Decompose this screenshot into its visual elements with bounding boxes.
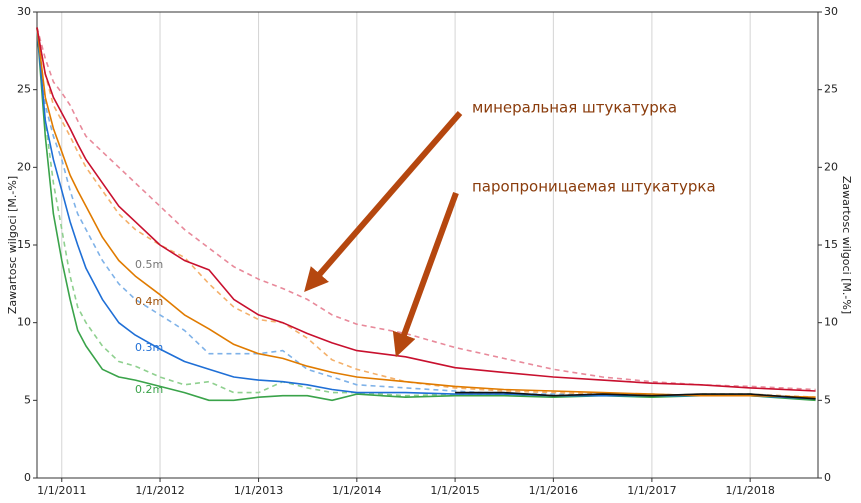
x-tick-label: 1/1/2015 [430,484,479,497]
data-line [36,27,816,391]
y2-tick-label: 20 [824,160,838,173]
y-tick-label: 10 [17,316,31,329]
y2-tick-label: 25 [824,83,838,96]
data-line [455,391,816,400]
x-tick-label: 1/1/2012 [135,484,184,497]
y-tick-label: 5 [24,393,31,406]
y-tick-label: 20 [17,160,31,173]
x-tick-label: 1/1/2017 [627,484,676,497]
y2-tick-label: 10 [824,316,838,329]
annotation: 0.2m [135,383,163,396]
y2-tick-label: 30 [824,5,838,18]
plot-frame [36,11,819,479]
arrow [392,191,459,358]
y2-axis-label: Zawartosc wilgoci [M.-%] [840,176,853,314]
y-axis-label: Zawartosc wilgoci [M.-%] [6,176,19,314]
annotation: 0.3m [135,341,163,354]
data-line [36,27,816,398]
x-tick-label: 1/1/2016 [529,484,578,497]
annotation: 0.5m [135,258,163,271]
y-tick-label: 30 [17,5,31,18]
x-tick-label: 1/1/2013 [234,484,283,497]
data-line [36,27,816,398]
arrow [304,111,463,293]
y-tick-label: 25 [17,83,31,96]
data-line [36,27,816,392]
y-tick-label: 15 [17,238,31,251]
annotation: минеральная штукатурка [472,99,677,117]
annotation: паропроницаемая штукатурка [472,178,716,196]
x-tick-label: 1/1/2011 [37,484,86,497]
y2-tick-label: 15 [824,238,838,251]
annotation: 0.4m [135,295,163,308]
y2-tick-label: 5 [824,393,831,406]
y2-tick-label: 0 [824,471,831,484]
x-tick-label: 1/1/2014 [332,484,381,497]
y-tick-label: 0 [24,471,31,484]
x-tick-label: 1/1/2018 [725,484,774,497]
